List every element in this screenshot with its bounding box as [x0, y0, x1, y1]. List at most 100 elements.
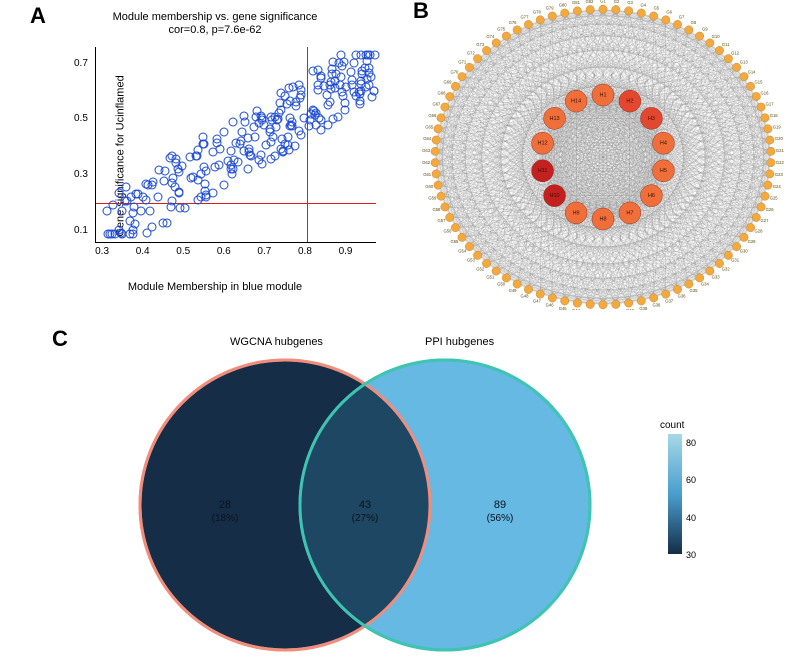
network-outer-label: G3: [627, 0, 633, 5]
ytick: 0.7: [74, 58, 88, 69]
scatter-point: [340, 98, 349, 107]
scatter-point: [328, 58, 337, 67]
network-outer-label: G40: [626, 308, 635, 310]
network-hub-label: H12: [538, 141, 548, 147]
network-outer-node: [548, 294, 556, 302]
network-hub-label: H11: [538, 168, 548, 174]
network-outer-node: [715, 46, 723, 54]
scatter-point: [356, 51, 365, 60]
venn-left-count: 28: [219, 499, 231, 511]
network-outer-node: [586, 5, 594, 13]
threshold-hline: [96, 203, 376, 204]
scatter-point: [337, 51, 346, 60]
network-outer-node: [612, 5, 620, 13]
network-outer-label: G15: [755, 80, 764, 85]
network-outer-node: [637, 9, 645, 17]
network-outer-node: [761, 192, 769, 200]
network-outer-node: [612, 300, 620, 308]
network-outer-label: G77: [521, 15, 530, 20]
scatter-point: [108, 200, 117, 209]
scatter-point: [201, 180, 210, 189]
network-outer-node: [685, 26, 693, 34]
network-outer-node: [465, 63, 473, 71]
network-hub-label: H4: [660, 141, 667, 147]
scatter-plot-area: [95, 47, 376, 243]
network-outer-label: G79: [546, 6, 555, 11]
scatter-point: [227, 146, 236, 155]
network-outer-label: G70: [450, 69, 459, 74]
scatter-point: [175, 188, 184, 197]
scatter-point: [219, 127, 228, 136]
network-outer-label: G14: [748, 69, 757, 74]
network-outer-node: [513, 26, 521, 34]
scatter-point: [257, 159, 266, 168]
network-outer-node: [473, 54, 481, 62]
network-outer-node: [573, 7, 581, 15]
scatter-point: [212, 138, 221, 147]
network-outer-node: [695, 32, 703, 40]
network-outer-node: [673, 285, 681, 293]
scatter-point: [211, 163, 220, 172]
network-outer-label: G31: [731, 258, 740, 263]
scatter-point: [297, 131, 306, 140]
scatter-point: [324, 120, 333, 129]
network-outer-label: G76: [509, 20, 518, 25]
network-outer-node: [536, 16, 544, 24]
network-outer-node: [561, 297, 569, 305]
network-outer-label: G25: [770, 195, 779, 200]
scatter-title: Module membership vs. gene significance …: [30, 11, 400, 37]
scatter-point: [220, 181, 229, 190]
network-hub-label: H9: [573, 210, 580, 216]
network-outer-node: [662, 290, 670, 298]
scatter-point: [110, 229, 119, 238]
network-outer-label: G57: [438, 218, 447, 223]
network-outer-node: [451, 223, 459, 231]
network-outer-node: [662, 16, 670, 24]
panel-b-network: G1G2G3G4G5G6G7G8G9G10G11G12G13G14G15G16G…: [413, 0, 793, 310]
scatter-point: [276, 88, 285, 97]
network-outer-node: [431, 158, 439, 166]
network-outer-label: G20: [775, 136, 784, 141]
scatter-point: [141, 179, 150, 188]
network-outer-node: [766, 136, 774, 144]
network-outer-label: G61: [423, 172, 432, 177]
network-outer-label: G9: [702, 27, 708, 32]
network-outer-node: [764, 125, 772, 133]
scatter-point: [118, 207, 127, 216]
network-outer-node: [441, 103, 449, 111]
network-outer-label: G50: [497, 282, 506, 287]
xtick: 0.8: [298, 246, 312, 257]
network-outer-label: G66: [428, 113, 437, 118]
network-outer-label: G11: [722, 42, 730, 47]
xtick: 0.6: [217, 246, 231, 257]
network-outer-label: G73: [476, 42, 485, 47]
network-outer-node: [767, 158, 775, 166]
scatter-point: [284, 84, 293, 93]
scatter-point: [287, 120, 296, 129]
network-outer-label: G51: [486, 274, 495, 279]
network-outer-label: G18: [770, 113, 779, 118]
network-outer-node: [536, 290, 544, 298]
network-outer-node: [482, 46, 490, 54]
network-hub-label: H6: [648, 193, 655, 199]
network-outer-label: G5: [654, 6, 660, 11]
network-svg: G1G2G3G4G5G6G7G8G9G10G11G12G13G14G15G16G…: [413, 0, 793, 310]
network-outer-node: [432, 136, 440, 144]
network-outer-label: G32: [722, 266, 731, 271]
network-outer-label: G23: [775, 172, 784, 177]
xtick: 0.9: [339, 246, 353, 257]
network-outer-node: [458, 233, 466, 241]
scatter-point: [120, 196, 129, 205]
scatter-point: [250, 123, 259, 132]
venn-overlap-pct: (27%): [352, 513, 379, 524]
scatter-point: [366, 72, 375, 81]
network-outer-label: G62: [422, 160, 431, 165]
scatter-title-l1: Module membership vs. gene significance: [113, 11, 318, 23]
scatter-point: [278, 146, 287, 155]
network-outer-node: [673, 20, 681, 28]
xtick: 0.3: [95, 246, 109, 257]
scatter-point: [146, 207, 155, 216]
venn-right-count: 89: [494, 499, 506, 511]
network-outer-label: G16: [761, 90, 770, 95]
network-outer-label: G28: [755, 229, 764, 234]
